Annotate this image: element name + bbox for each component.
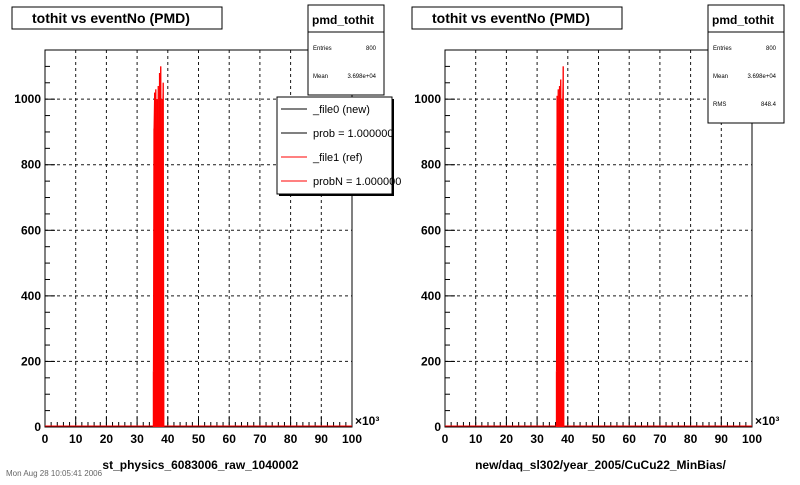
x-tick-label: 60 xyxy=(223,432,237,446)
chart-title-box xyxy=(411,6,623,30)
x-tick-label: 60 xyxy=(623,432,637,446)
y-tick-label: 400 xyxy=(421,289,441,303)
stats-label: Mean xyxy=(313,74,328,80)
x-tick-label: 90 xyxy=(715,432,729,446)
stats-label: Mean xyxy=(713,74,728,80)
y-tick-label: 0 xyxy=(434,420,441,434)
x-tick-label: 10 xyxy=(69,432,83,446)
stats-value: 3.698e+04 xyxy=(347,74,376,80)
x-exponent-label: ×10³ xyxy=(755,414,779,428)
footer-timestamp: Mon Aug 28 10:05:41 2006 xyxy=(6,469,103,478)
x-tick-label: 70 xyxy=(253,432,267,446)
x-tick-label: 90 xyxy=(315,432,329,446)
x-tick-label: 40 xyxy=(561,432,575,446)
x-tick-label: 30 xyxy=(130,432,144,446)
x-tick-label: 70 xyxy=(653,432,667,446)
x-axis-title: new/daq_sl302/year_2005/CuCu22_MinBias/ xyxy=(475,458,726,472)
stats-value: 800 xyxy=(366,46,377,52)
legend-label: probN = 1.000000 xyxy=(313,176,401,188)
y-tick-label: 1000 xyxy=(414,92,441,106)
chart-title: tothit vs eventNo (PMD) xyxy=(32,10,190,26)
y-tick-label: 600 xyxy=(21,223,41,237)
stats-label: Entries xyxy=(713,46,732,52)
x-tick-label: 0 xyxy=(442,432,449,446)
y-tick-label: 200 xyxy=(21,354,41,368)
stats-box xyxy=(707,4,785,124)
chart-panel-left: 0 10 20 30 40 50 60 70 80 90 10002004006008001000×… xyxy=(11,4,401,472)
series-line xyxy=(152,66,165,372)
x-tick-label: 100 xyxy=(742,432,762,446)
chart-title: tothit vs eventNo (PMD) xyxy=(432,10,590,26)
y-tick-label: 800 xyxy=(21,158,41,172)
x-tick-label: 10 xyxy=(469,432,483,446)
y-tick-label: 1000 xyxy=(14,92,41,106)
y-tick-label: 600 xyxy=(421,223,441,237)
series-line xyxy=(555,66,565,372)
x-tick-label: 0 xyxy=(42,432,49,446)
legend-label: _file0 (new) xyxy=(312,104,370,116)
y-tick-label: 800 xyxy=(421,158,441,172)
stats-value: 800 xyxy=(766,46,777,52)
stats-title: pmd_tothit xyxy=(312,13,374,27)
x-tick-label: 80 xyxy=(284,432,298,446)
x-tick-label: 50 xyxy=(192,432,206,446)
x-tick-label: 30 xyxy=(530,432,544,446)
x-tick-label: 40 xyxy=(161,432,175,446)
x-axis-title: st_physics_6083006_raw_1040002 xyxy=(102,458,298,472)
chart-panel-right: 0 10 20 30 40 50 60 70 80 90 10002004006008001000×… xyxy=(411,4,785,472)
x-tick-label: 80 xyxy=(684,432,698,446)
legend-label: _file1 (ref) xyxy=(312,152,363,164)
y-tick-label: 400 xyxy=(21,289,41,303)
x-tick-label: 20 xyxy=(100,432,114,446)
x-tick-label: 50 xyxy=(592,432,606,446)
stats-title: pmd_tothit xyxy=(712,13,774,27)
stats-label: RMS xyxy=(713,102,726,108)
stats-value: 848.4 xyxy=(761,102,777,108)
stats-label: Entries xyxy=(313,46,332,52)
legend-label: prob = 1.000000 xyxy=(313,128,393,140)
chart-title-box xyxy=(11,6,223,30)
y-tick-label: 0 xyxy=(34,420,41,434)
x-tick-label: 20 xyxy=(500,432,514,446)
x-tick-label: 100 xyxy=(342,432,362,446)
legend-box xyxy=(276,96,393,195)
y-tick-label: 200 xyxy=(421,354,441,368)
stats-box xyxy=(307,4,385,96)
x-exponent-label: ×10³ xyxy=(355,414,379,428)
stats-value: 3.698e+04 xyxy=(747,74,776,80)
